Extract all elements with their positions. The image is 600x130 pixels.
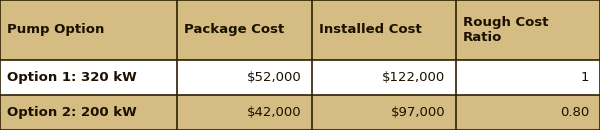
Text: $42,000: $42,000 (247, 106, 301, 119)
Bar (177, 0, 312, 60)
Text: Option 1: 320 kW: Option 1: 320 kW (7, 71, 137, 84)
Bar (456, 95, 600, 130)
Text: Package Cost: Package Cost (184, 23, 284, 36)
Bar (312, 0, 456, 60)
Text: $52,000: $52,000 (247, 71, 301, 84)
Text: $122,000: $122,000 (382, 71, 445, 84)
Bar (0, 0, 177, 60)
Bar (312, 95, 456, 130)
Bar (0, 95, 177, 130)
Bar (177, 60, 312, 95)
Bar (0, 60, 177, 95)
Bar (312, 60, 456, 95)
Text: Pump Option: Pump Option (7, 23, 104, 36)
Text: 0.80: 0.80 (560, 106, 589, 119)
Bar (456, 0, 600, 60)
Text: Option 2: 200 kW: Option 2: 200 kW (7, 106, 137, 119)
Text: 1: 1 (581, 71, 589, 84)
Text: Rough Cost
Ratio: Rough Cost Ratio (463, 16, 549, 44)
Bar (177, 95, 312, 130)
Text: $97,000: $97,000 (391, 106, 445, 119)
Text: Installed Cost: Installed Cost (319, 23, 422, 36)
Bar (456, 60, 600, 95)
